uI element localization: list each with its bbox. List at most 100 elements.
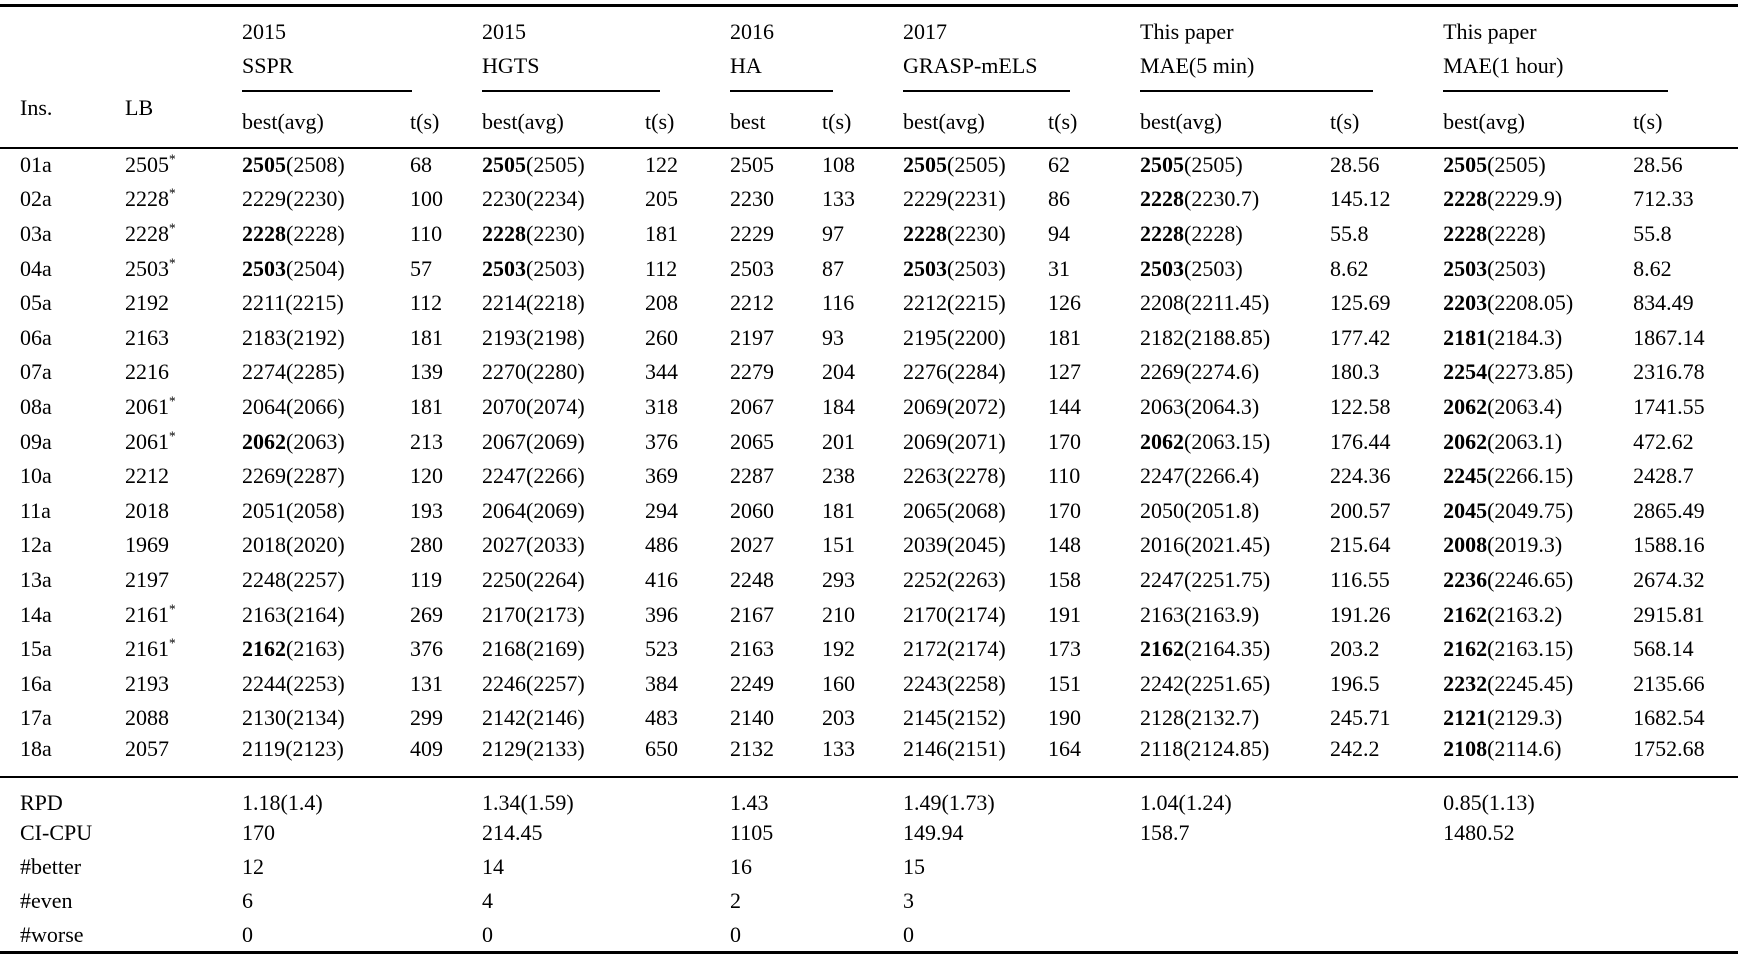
mae1h-time-cell: 834.49	[1633, 290, 1694, 316]
grasp-best-cell: 2172(2174)	[903, 632, 1048, 667]
ha-best-cell: 2503	[730, 251, 822, 286]
grasp-time-cell: 62	[1048, 152, 1071, 178]
lb-cell: 2161*	[125, 597, 242, 632]
instance-cell: 03a	[20, 220, 52, 246]
best-value: 2008	[1443, 532, 1488, 558]
lb-cell: 2505*	[125, 148, 242, 183]
grasp-best-cell: 2170(2174)	[903, 597, 1048, 632]
hgts-time-cell: 122	[645, 152, 679, 178]
avg-value: (2505)	[1184, 152, 1243, 178]
sspr-subheader-best: best(avg)	[242, 108, 324, 134]
avg-value: (2229.9)	[1487, 186, 1563, 212]
summary-label: RPD	[20, 789, 63, 815]
best-value: 2248	[242, 566, 286, 592]
avg-value: (2049.75)	[1487, 497, 1574, 523]
group-header-year: 2016	[730, 19, 775, 44]
best-value: 2045	[1443, 497, 1488, 523]
avg-value: (2164.35)	[1184, 636, 1271, 662]
best-value: 2228	[903, 220, 948, 246]
best-value: 2505	[730, 152, 775, 178]
sspr-best-cell: 2505(2508)	[242, 148, 410, 183]
grasp-summary-value: 0	[903, 921, 915, 947]
ha-best-cell: 2197	[730, 320, 822, 355]
sspr-time-cell: 299	[410, 705, 443, 731]
best-value: 2228	[1140, 186, 1185, 212]
best-value: 2051	[242, 497, 286, 523]
hgts-best-cell: 2170(2173)	[482, 597, 645, 632]
hgts-best-cell: 2214(2218)	[482, 286, 645, 321]
mae1h-summary-value: 1480.52	[1443, 819, 1515, 845]
best-value: 2242	[1140, 670, 1185, 696]
avg-value: (2211.45)	[1184, 290, 1270, 316]
ha-best-cell: 2167	[730, 597, 822, 632]
summary-label: CI-CPU	[20, 819, 93, 845]
hgts-best-cell: 2505(2505)	[482, 148, 645, 183]
sspr-time-cell: 120	[410, 463, 443, 489]
instance-cell: 16a	[20, 670, 52, 696]
grasp-time-cell: 148	[1048, 532, 1082, 558]
grasp-best-cell: 2505(2505)	[903, 148, 1048, 183]
avg-value: (2505)	[526, 152, 585, 178]
avg-value: (2246.65)	[1487, 566, 1574, 592]
hgts-time-cell: 376	[645, 428, 679, 454]
lb-cell: 2018	[125, 493, 242, 528]
hgts-best-cell: 2193(2198)	[482, 320, 645, 355]
grasp-best-cell: 2252(2263)	[903, 563, 1048, 598]
lb-cell: 2088	[125, 701, 242, 736]
best-value: 2132	[730, 735, 775, 761]
mae5-best-cell: 2505(2505)	[1140, 148, 1330, 183]
sspr-best-cell: 2244(2253)	[242, 666, 410, 701]
sspr-best-cell: 2228(2228)	[242, 217, 410, 252]
avg-value: (2251.65)	[1184, 670, 1271, 696]
mae1h-best-cell: 2505(2505)	[1443, 148, 1633, 183]
hgts-best-cell: 2168(2169)	[482, 632, 645, 667]
best-value: 2062	[242, 428, 286, 454]
lb-value: 2161	[125, 601, 169, 627]
sspr-best-cell: 2183(2192)	[242, 320, 410, 355]
sspr-time-cell: 213	[410, 428, 443, 454]
header-sub-row: best(avg) t(s) best(avg) t(s) best t(s) best(a…	[0, 102, 1738, 148]
avg-value: (2264)	[526, 566, 585, 592]
best-value: 2069	[903, 428, 948, 454]
lb-value: 2192	[125, 290, 169, 316]
mae1h-subheader-best: best(avg)	[1443, 108, 1525, 134]
ha-best-cell: 2229	[730, 217, 822, 252]
best-value: 2067	[730, 393, 775, 419]
best-value: 2168	[482, 636, 527, 662]
mae1h-time-cell: 1588.16	[1633, 532, 1705, 558]
ha-summary-value: 16	[730, 853, 753, 879]
best-value: 2247	[1140, 566, 1185, 592]
grasp-best-cell: 2069(2072)	[903, 390, 1048, 425]
best-value: 2228	[1443, 186, 1488, 212]
mae5-time-cell: 224.36	[1330, 463, 1391, 489]
sspr-time-cell: 181	[410, 324, 443, 350]
results-table: Ins. LB 2015 SSPR 2015 HGTS 2016 HA 2017 GRASP-mE…	[0, 4, 1738, 954]
hgts-time-cell: 483	[645, 705, 679, 731]
grasp-best-cell: 2228(2230)	[903, 217, 1048, 252]
mae5-time-cell: 125.69	[1330, 290, 1391, 316]
ha-time-cell: 192	[822, 636, 856, 662]
avg-value: (2198)	[526, 324, 585, 350]
avg-value: (2058)	[286, 497, 345, 523]
mae1h-best-cell: 2108(2114.6)	[1443, 736, 1633, 777]
grasp-summary-value: 149.94	[903, 819, 964, 845]
avg-value: (2284)	[947, 359, 1006, 385]
group-header-year: 2017	[903, 19, 948, 44]
avg-value: (2063.4)	[1487, 393, 1563, 419]
sspr-time-cell: 409	[410, 735, 443, 761]
lb-cell: 2216	[125, 355, 242, 390]
instance-cell: 14a	[20, 601, 52, 627]
grasp-best-cell: 2229(2231)	[903, 182, 1048, 217]
group-underline-rule	[1140, 90, 1374, 92]
grasp-subheader-time: t(s)	[1048, 108, 1078, 134]
hgts-best-cell: 2503(2503)	[482, 251, 645, 286]
grasp-time-cell: 158	[1048, 566, 1082, 592]
lb-value: 2212	[125, 463, 169, 489]
best-value: 2181	[1443, 324, 1488, 350]
instance-cell: 11a	[20, 497, 51, 523]
ha-time-cell: 151	[822, 532, 856, 558]
sspr-best-cell: 2130(2134)	[242, 701, 410, 736]
best-value: 2276	[903, 359, 948, 385]
lb-value: 2161	[125, 636, 169, 662]
mae1h-best-cell: 2245(2266.15)	[1443, 459, 1633, 494]
